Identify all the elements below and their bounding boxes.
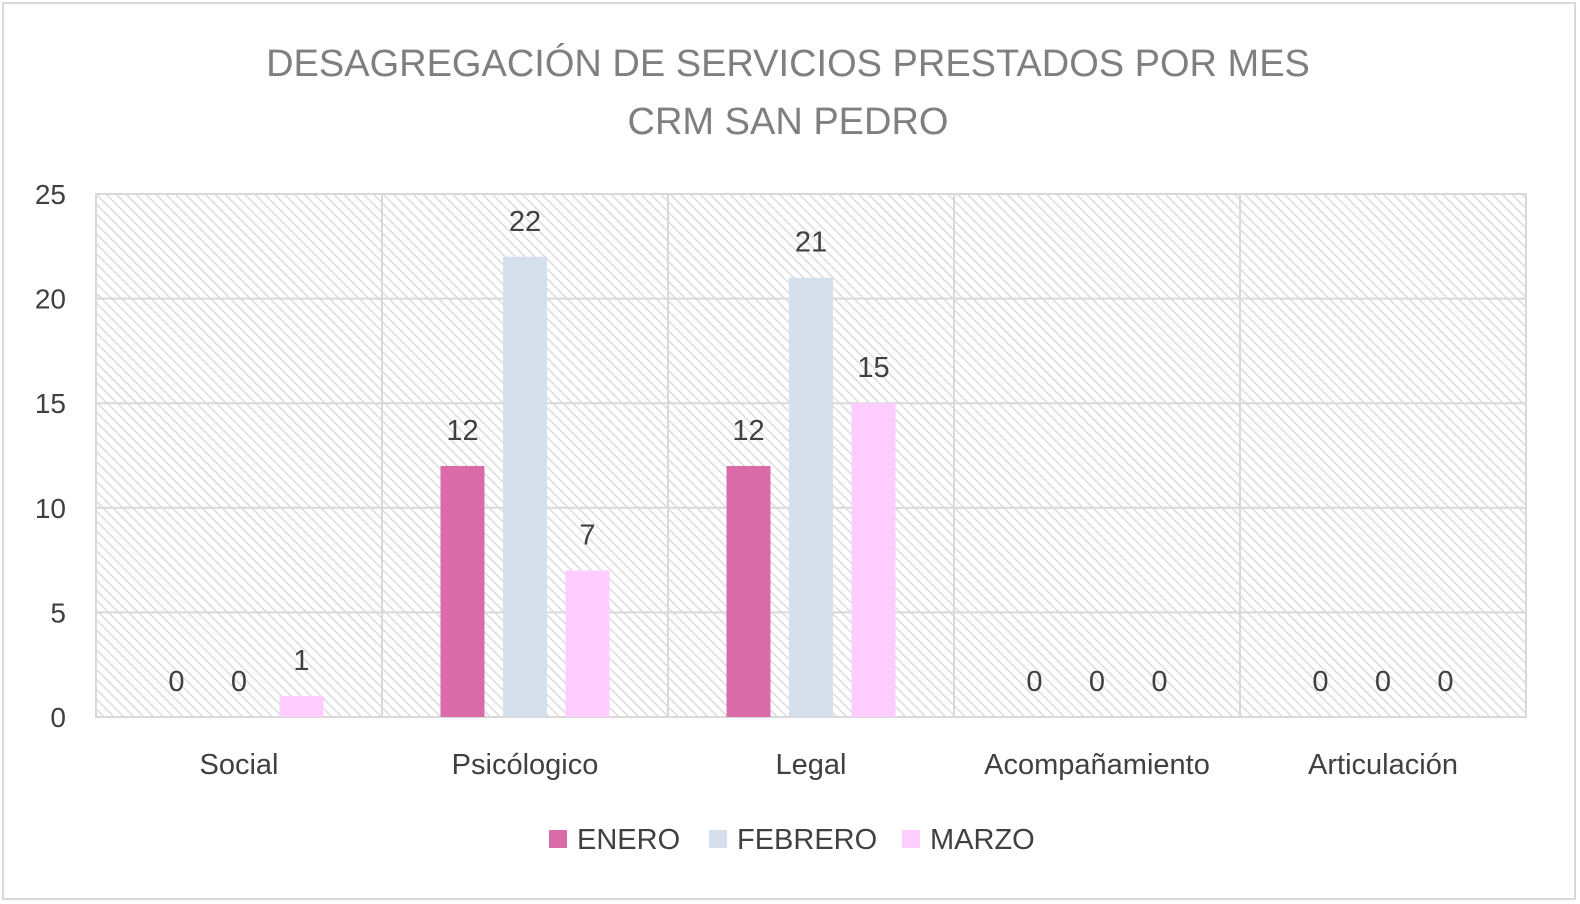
data-label-enero-social: 0 bbox=[168, 666, 184, 698]
y-tick-label: 20 bbox=[35, 284, 66, 315]
x-tick-label-articulacion: Articulación bbox=[1308, 749, 1458, 781]
y-tick-label: 0 bbox=[50, 702, 66, 733]
bar-febrero-psicologico bbox=[503, 256, 547, 717]
data-label-enero-psicologico: 12 bbox=[446, 415, 478, 447]
data-label-marzo-legal: 15 bbox=[857, 352, 889, 384]
data-label-febrero-psicologico: 22 bbox=[509, 206, 541, 238]
data-label-enero-acompanamiento: 0 bbox=[1026, 666, 1042, 698]
x-tick-label-social: Social bbox=[200, 749, 279, 781]
legend-swatch-marzo bbox=[902, 830, 920, 848]
bars-layer bbox=[279, 256, 896, 717]
data-label-enero-articulacion: 0 bbox=[1312, 666, 1328, 698]
y-tick-label: 15 bbox=[35, 388, 66, 419]
x-axis: Social Psicólogico Legal Acompañamiento Arti… bbox=[200, 749, 1458, 781]
data-label-enero-legal: 12 bbox=[732, 415, 764, 447]
bar-enero-psicologico bbox=[440, 465, 485, 717]
bar-febrero-legal bbox=[789, 277, 833, 717]
chart-subtitle: CRM SAN PEDRO bbox=[628, 101, 949, 143]
y-tick-label: 10 bbox=[35, 493, 66, 524]
x-tick-label-legal: Legal bbox=[776, 749, 847, 781]
y-axis: 0 5 10 15 20 25 bbox=[35, 179, 66, 733]
chart-title: DESAGREGACIÓN DE SERVICIOS PRESTADOS POR… bbox=[266, 42, 1310, 85]
legend-swatch-febrero bbox=[709, 830, 727, 848]
y-tick-label: 5 bbox=[50, 597, 66, 628]
data-label-febrero-acompanamiento: 0 bbox=[1089, 666, 1105, 698]
legend-swatch-enero bbox=[549, 830, 567, 848]
bar-marzo-social bbox=[279, 696, 324, 717]
x-tick-label-psicologico: Psicólogico bbox=[452, 749, 599, 781]
bar-marzo-psicologico bbox=[565, 570, 610, 717]
bar-chart: DESAGREGACIÓN DE SERVICIOS PRESTADOS POR… bbox=[35, 42, 1527, 856]
data-label-marzo-social: 1 bbox=[293, 645, 309, 677]
x-tick-label-acompanamiento: Acompañamiento bbox=[984, 749, 1210, 781]
data-label-marzo-psicologico: 7 bbox=[579, 520, 595, 552]
data-label-marzo-articulacion: 0 bbox=[1437, 666, 1453, 698]
data-labels-layer: 0 0 1 12 22 7 12 21 15 0 0 0 0 0 0 bbox=[168, 206, 1453, 698]
legend-label-marzo: MARZO bbox=[930, 824, 1035, 856]
legend-label-enero: ENERO bbox=[577, 824, 680, 856]
y-tick-label: 25 bbox=[35, 179, 66, 210]
data-label-febrero-legal: 21 bbox=[795, 227, 827, 259]
data-label-marzo-acompanamiento: 0 bbox=[1151, 666, 1167, 698]
bar-marzo-legal bbox=[851, 403, 896, 717]
data-label-febrero-social: 0 bbox=[231, 666, 247, 698]
legend: ENERO FEBRERO MARZO bbox=[549, 824, 1035, 856]
legend-label-febrero: FEBRERO bbox=[737, 824, 877, 856]
bar-enero-legal bbox=[726, 465, 771, 717]
data-label-febrero-articulacion: 0 bbox=[1375, 666, 1391, 698]
